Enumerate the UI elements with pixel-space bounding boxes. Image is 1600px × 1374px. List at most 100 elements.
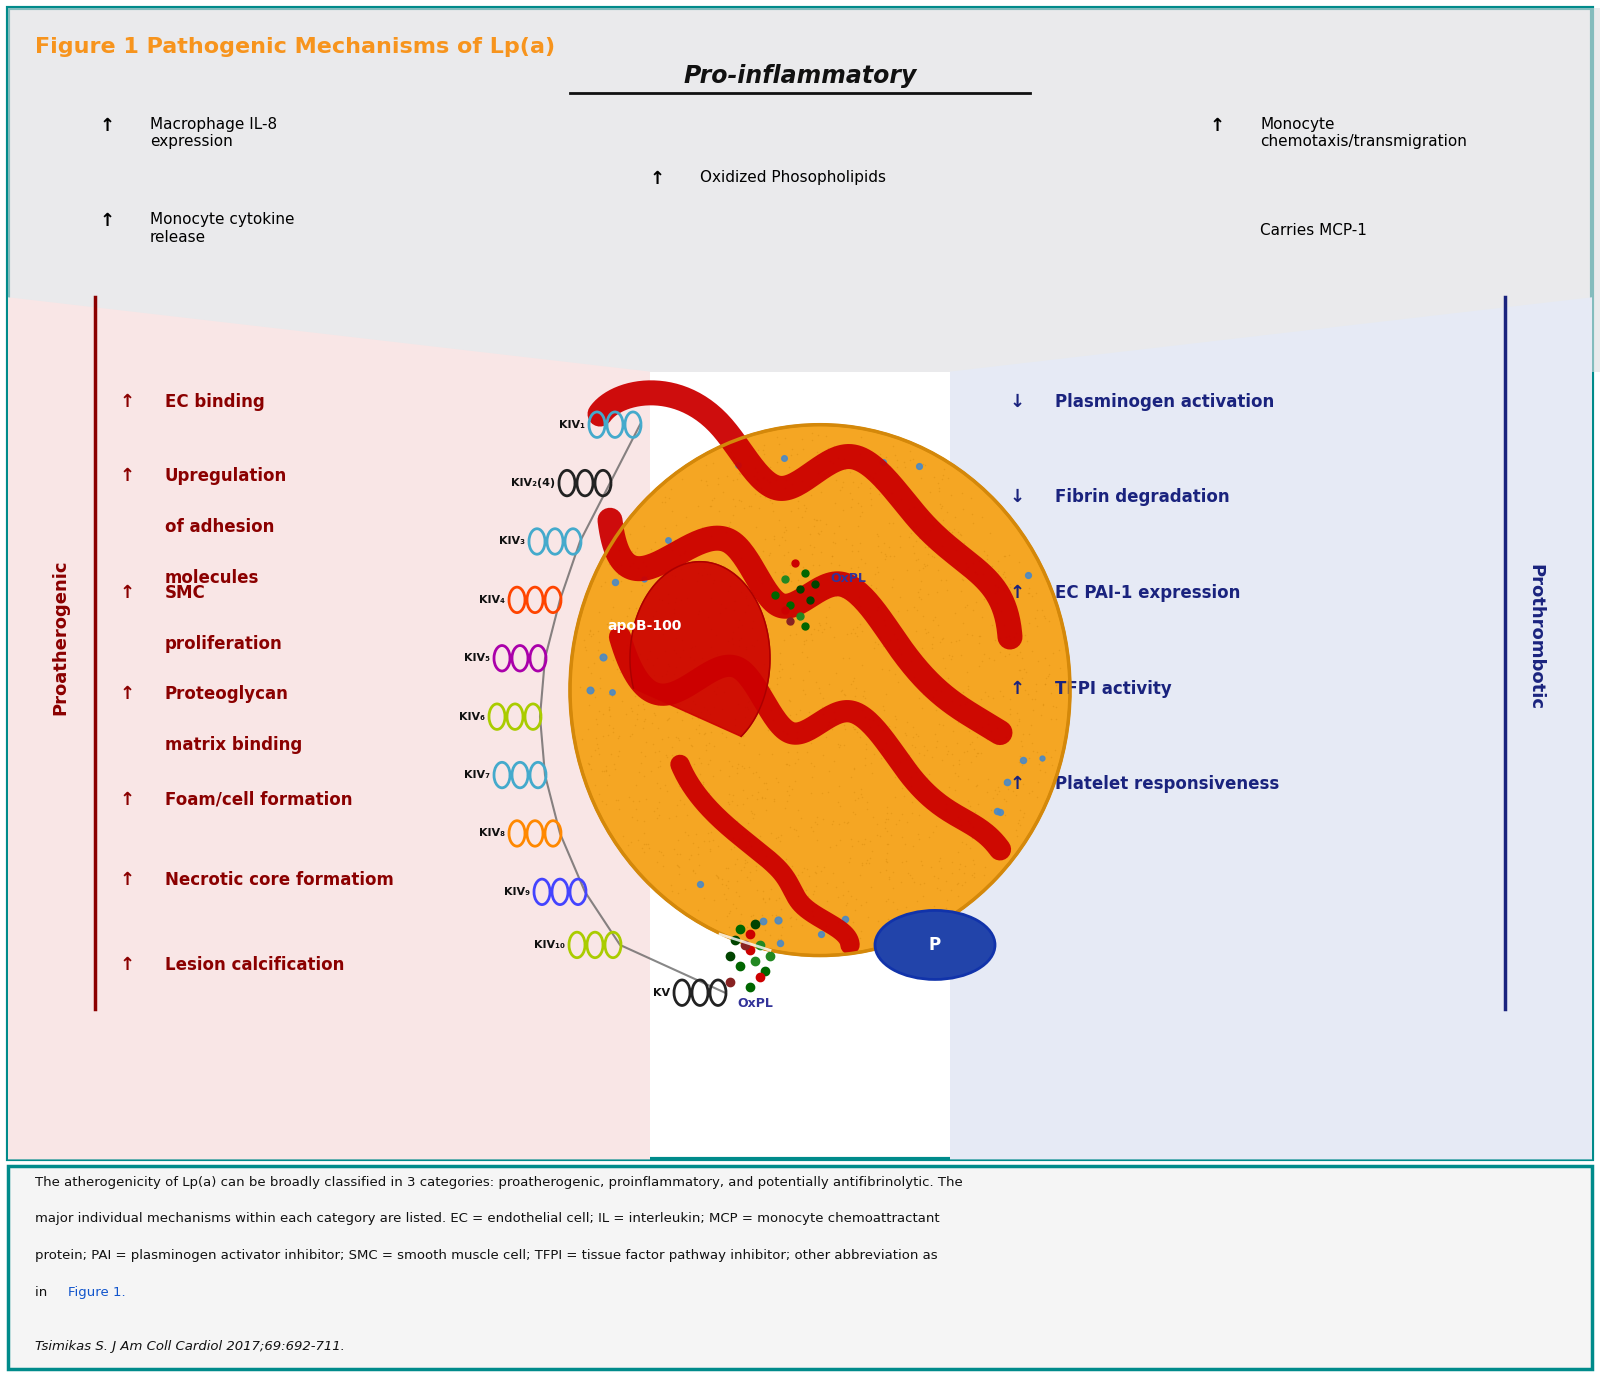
- Point: [678, 734, 704, 756]
- Point: [654, 746, 680, 768]
- Point: [597, 697, 622, 719]
- Text: Upregulation: Upregulation: [165, 467, 288, 485]
- Point: [691, 785, 717, 807]
- Point: [800, 882, 826, 904]
- Point: [899, 734, 925, 756]
- Point: [699, 588, 725, 610]
- Text: KIV₂(4): KIV₂(4): [510, 478, 555, 488]
- Point: [885, 449, 910, 471]
- Point: [1024, 614, 1050, 636]
- Point: [779, 855, 805, 877]
- Point: [904, 515, 930, 537]
- Point: [680, 690, 706, 712]
- Point: [811, 618, 837, 640]
- Polygon shape: [8, 297, 650, 1160]
- Point: [720, 827, 746, 849]
- Point: [696, 782, 722, 804]
- Point: [976, 647, 1002, 669]
- Point: [848, 574, 874, 596]
- Point: [672, 820, 698, 842]
- Ellipse shape: [875, 911, 995, 980]
- Point: [755, 719, 781, 741]
- Point: [806, 510, 832, 532]
- Point: [874, 808, 899, 830]
- Point: [893, 456, 918, 478]
- Point: [853, 852, 878, 874]
- Point: [866, 714, 891, 736]
- Point: [840, 471, 866, 493]
- Point: [678, 698, 704, 720]
- Point: [926, 713, 952, 735]
- Point: [874, 851, 899, 872]
- Point: [883, 662, 909, 684]
- Point: [928, 569, 954, 591]
- Point: [696, 753, 722, 775]
- Point: [771, 882, 797, 904]
- Point: [949, 567, 974, 589]
- Point: [902, 640, 928, 662]
- Point: [896, 497, 922, 519]
- Point: [1010, 723, 1035, 745]
- Text: ↑: ↑: [1010, 680, 1026, 698]
- Point: [925, 731, 950, 753]
- Point: [693, 470, 718, 492]
- Point: [646, 570, 672, 592]
- Text: Proteoglycan: Proteoglycan: [165, 684, 290, 703]
- Point: [1038, 708, 1064, 730]
- Point: [939, 521, 965, 543]
- Point: [840, 671, 866, 692]
- Point: [646, 776, 672, 798]
- Point: [773, 529, 798, 551]
- Point: [837, 460, 862, 482]
- Point: [738, 870, 763, 892]
- Point: [896, 526, 922, 548]
- Point: [936, 644, 962, 666]
- Point: [714, 888, 739, 910]
- Point: [754, 480, 779, 502]
- Point: [914, 554, 939, 576]
- Point: [640, 605, 666, 627]
- Point: [898, 775, 923, 797]
- Point: [947, 753, 973, 775]
- Point: [845, 721, 870, 743]
- Point: [942, 539, 968, 561]
- Point: [890, 851, 915, 872]
- Point: [827, 813, 853, 835]
- Text: KIV₈: KIV₈: [478, 829, 506, 838]
- Point: [646, 588, 672, 610]
- Point: [752, 712, 778, 734]
- Point: [726, 829, 752, 851]
- Point: [963, 717, 989, 739]
- Point: [1011, 624, 1037, 646]
- Point: [736, 496, 762, 518]
- Point: [701, 889, 726, 911]
- Point: [790, 629, 816, 651]
- Point: [1038, 683, 1064, 705]
- Point: [674, 804, 699, 826]
- Point: [955, 677, 981, 699]
- Point: [910, 453, 936, 475]
- Point: [714, 874, 739, 896]
- Point: [910, 523, 936, 545]
- Point: [773, 848, 798, 870]
- Point: [917, 519, 942, 541]
- Point: [586, 743, 611, 765]
- Point: [808, 860, 834, 882]
- Point: [955, 661, 981, 683]
- Point: [826, 886, 851, 908]
- Point: [717, 540, 742, 562]
- Point: [619, 673, 645, 695]
- Point: [765, 697, 790, 719]
- Point: [912, 536, 938, 558]
- Point: [586, 783, 611, 805]
- Point: [578, 745, 603, 767]
- Point: [765, 927, 790, 949]
- Point: [722, 708, 747, 730]
- Point: [1016, 611, 1042, 633]
- Point: [650, 622, 675, 644]
- Point: [925, 877, 950, 899]
- Point: [686, 714, 712, 736]
- Point: [846, 585, 872, 607]
- Point: [790, 611, 816, 633]
- Point: [781, 555, 806, 577]
